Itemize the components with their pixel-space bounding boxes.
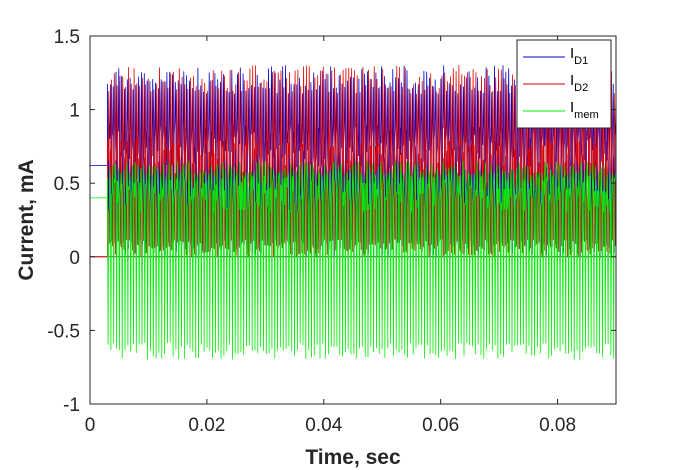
legend-label-i-d2: ID2	[570, 72, 588, 94]
y-tick-label: -0.5	[47, 321, 80, 342]
x-tick-label: 0.06	[422, 415, 459, 436]
legend-label-i-mem: Imem	[570, 99, 599, 121]
x-tick-label: 0	[85, 415, 96, 436]
series-line-i-mem	[90, 160, 617, 360]
legend-label-main: I	[570, 99, 574, 116]
legend-label-subscript: D2	[574, 82, 588, 94]
y-axis-title: Current, mA	[15, 159, 38, 280]
y-tick-label: 0.5	[54, 174, 80, 195]
ticks-layer: 0 0.02 0.04 0.06 0.08 -1 -0.5 0 0.5 1 1.5	[47, 27, 616, 436]
x-tick-label: 0.02	[188, 415, 225, 436]
y-tick-label: 0	[69, 248, 80, 269]
x-axis-title: Time, sec	[305, 446, 401, 469]
axes-box	[89, 35, 617, 405]
y-tick-label: 1.5	[54, 27, 80, 48]
legend-label-subscript: D1	[574, 55, 588, 67]
x-tick-label: 0.08	[539, 415, 576, 436]
legend-label-subscript: mem	[574, 109, 598, 121]
legend-label-main: I	[570, 72, 574, 89]
y-tick-label: -1	[63, 395, 80, 416]
axes-layer	[89, 35, 617, 405]
y-tick-label: 1	[69, 101, 80, 122]
legend-label-main: I	[570, 45, 574, 62]
legend-label-i-d1: ID1	[570, 45, 588, 67]
x-tick-label: 0.04	[305, 415, 342, 436]
